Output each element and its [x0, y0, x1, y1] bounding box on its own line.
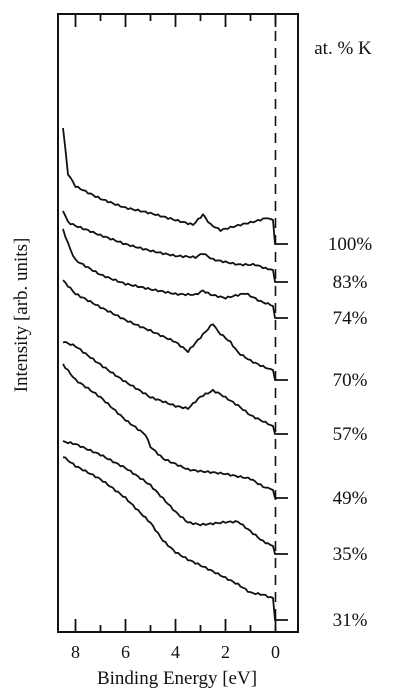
- x-ticks: 8 6 4 2 0: [71, 14, 280, 662]
- spectrum-49pct: [62, 363, 288, 499]
- x-tick-label: 8: [71, 642, 80, 662]
- legend-title: at. % K: [314, 38, 372, 59]
- spectrum-31pct: [62, 456, 288, 621]
- x-tick-label: 2: [221, 642, 230, 662]
- spectrum-35pct: [62, 440, 288, 555]
- series-label-83pct: 83%: [333, 272, 368, 293]
- spectra: [62, 127, 288, 621]
- spectrum-100pct: [62, 127, 288, 245]
- series-label-49pct: 49%: [333, 488, 368, 509]
- series-label-74pct: 74%: [333, 308, 368, 329]
- spectrum-57pct: [62, 341, 288, 435]
- y-axis-label: Intensity [arb. units]: [11, 238, 32, 393]
- spectrum-83pct: [62, 210, 288, 283]
- series-label-70pct: 70%: [333, 370, 368, 391]
- x-tick-label: 0: [271, 642, 280, 662]
- plot-frame: [57, 13, 299, 633]
- series-label-57pct: 57%: [333, 424, 368, 445]
- spectrum-70pct: [62, 279, 288, 381]
- x-axis-label: Binding Energy [eV]: [97, 668, 257, 689]
- spectrum-74pct: [62, 228, 288, 319]
- series-label-100pct: 100%: [328, 234, 373, 255]
- x-tick-label: 4: [171, 642, 180, 662]
- x-tick-label: 6: [121, 642, 130, 662]
- series-label-31pct: 31%: [333, 610, 368, 631]
- series-label-35pct: 35%: [333, 544, 368, 565]
- series-labels: 100% 83% 74% 70% 57% 49% 35% 31%: [328, 234, 373, 631]
